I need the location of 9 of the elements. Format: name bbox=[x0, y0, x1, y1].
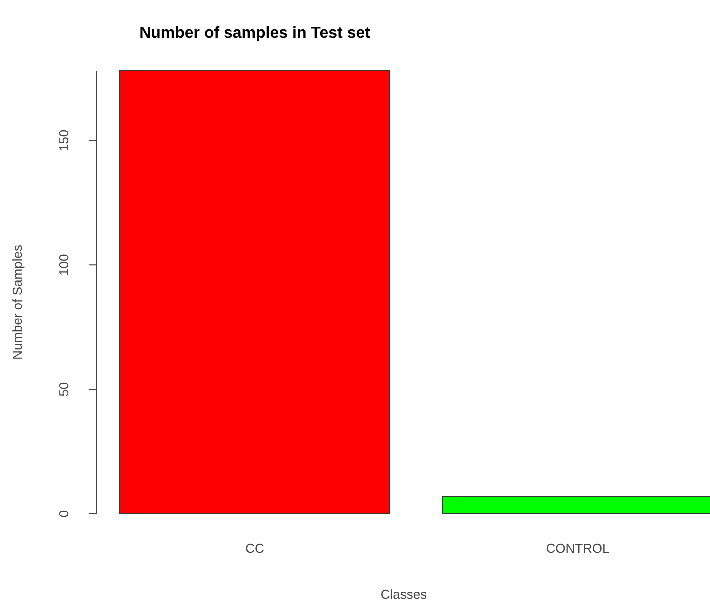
chart-title: Number of samples in Test set bbox=[140, 25, 372, 42]
y-tick-label: 0 bbox=[56, 510, 72, 518]
y-tick-label: 150 bbox=[56, 130, 72, 152]
x-axis-title: Classes bbox=[380, 587, 428, 602]
y-tick-label: 100 bbox=[56, 254, 72, 276]
y-axis-title: Number of Samples bbox=[10, 244, 25, 360]
y-tick-label: 50 bbox=[56, 382, 72, 397]
x-tick-label: CC bbox=[246, 541, 264, 556]
x-tick-label: CONTROL bbox=[546, 541, 610, 556]
